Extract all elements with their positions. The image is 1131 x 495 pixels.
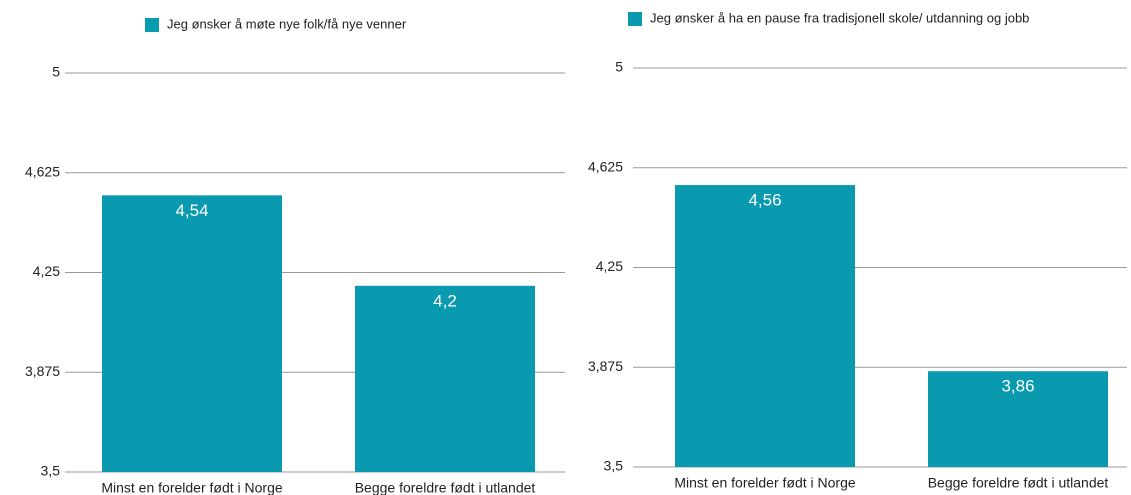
bar: [355, 285, 535, 472]
bar: [675, 185, 855, 468]
x-tick-label: Minst en forelder født i Norge: [101, 480, 283, 495]
value-label: 3,86: [1001, 377, 1034, 396]
x-tick-label: Begge foreldre født i utlandet: [928, 475, 1109, 491]
legend-swatch: [145, 18, 159, 32]
bar: [102, 195, 282, 473]
x-tick-label: Begge foreldre født i utlandet: [355, 480, 536, 495]
legend-label: Jeg ønsker å møte nye folk/få nye venner: [167, 16, 407, 31]
value-label: 4,2: [433, 291, 457, 310]
y-tick-label: 3,5: [604, 458, 624, 474]
y-tick-label: 4,625: [25, 163, 60, 179]
y-tick-label: 5: [52, 64, 60, 80]
y-tick-label: 3,875: [25, 363, 60, 379]
legend-swatch: [628, 12, 642, 26]
y-tick-label: 5: [615, 59, 623, 75]
value-label: 4,56: [748, 191, 781, 210]
legend-label: Jeg ønsker å ha en pause fra tradisjonel…: [650, 10, 1029, 25]
x-tick-label: Minst en forelder født i Norge: [674, 475, 856, 491]
y-tick-label: 4,25: [33, 263, 60, 279]
y-tick-label: 3,875: [588, 358, 623, 374]
y-tick-label: 3,5: [41, 463, 61, 479]
value-label: 4,54: [175, 201, 208, 220]
y-tick-label: 4,625: [588, 158, 623, 174]
y-tick-label: 4,25: [596, 258, 623, 274]
bar: [928, 371, 1108, 467]
